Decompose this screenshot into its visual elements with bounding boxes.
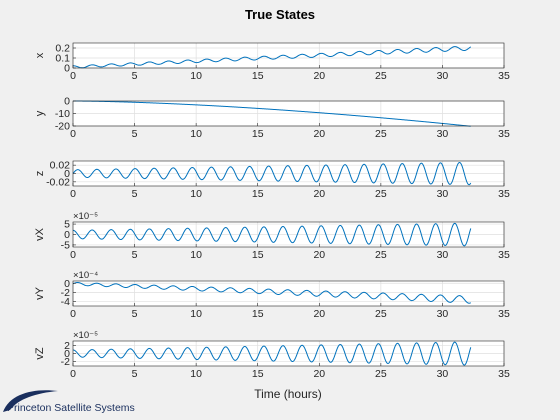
x-tick-label: 15: [252, 70, 264, 82]
x-tick-label: 30: [437, 70, 449, 82]
x-tick-label: 30: [437, 128, 449, 140]
y-axis-label: y: [34, 110, 46, 116]
x-tick-label: 30: [437, 308, 449, 320]
x-tick-label: 30: [437, 368, 449, 380]
figure-title: True States: [245, 7, 315, 22]
x-tick-label: 5: [132, 128, 138, 140]
x-tick-label: 25: [375, 70, 387, 82]
y-tick-label: -4: [61, 296, 70, 308]
y-tick-label: 0: [64, 96, 70, 108]
y-exponent-label: ×10⁻⁵: [73, 330, 98, 341]
y-tick-label: -0.02: [46, 176, 70, 188]
logo-text: Princeton Satellite Systems: [7, 402, 135, 414]
y-tick-label: 2: [64, 340, 70, 352]
y-axis-label: x: [34, 52, 46, 58]
x-tick-label: 0: [70, 368, 76, 380]
series-line-y: [73, 100, 471, 127]
x-tick-label: 35: [498, 249, 510, 261]
x-tick-label: 20: [313, 188, 325, 200]
subplot-y: 0 5 10 15 20 25 30 35 0-10-20 y: [34, 96, 510, 141]
x-tick-label: 15: [252, 368, 264, 380]
x-tick-label: 10: [190, 70, 202, 82]
x-tick-label: 35: [498, 308, 510, 320]
x-tick-label: 10: [190, 249, 202, 261]
series-line-vX: [72, 222, 472, 247]
y-axis-label: z: [34, 171, 46, 177]
y-tick-label: -2: [61, 287, 70, 299]
x-tick-label: 0: [70, 249, 76, 261]
y-tick-label: -2: [61, 356, 70, 368]
x-tick-label: 10: [190, 188, 202, 200]
x-tick-label: 15: [252, 188, 264, 200]
y-exponent-label: ×10⁻⁵: [73, 211, 98, 222]
y-tick-label: 5: [64, 219, 70, 231]
x-tick-label: 25: [375, 188, 387, 200]
series-line-z: [72, 161, 472, 186]
x-tick-label: 10: [190, 308, 202, 320]
y-axis-label: vX: [34, 227, 46, 241]
x-tick-label: 20: [313, 128, 325, 140]
x-tick-label: 15: [252, 249, 264, 261]
x-tick-label: 0: [70, 70, 76, 82]
x-tick-label: 10: [190, 368, 202, 380]
x-tick-label: 20: [313, 249, 325, 261]
axes-background: [73, 43, 504, 68]
y-tick-label: -5: [61, 239, 70, 251]
y-tick-label: 0: [64, 168, 70, 180]
y-axis-label: vZ: [34, 347, 46, 360]
y-tick-label: -20: [55, 121, 70, 133]
subplot-z: 0 5 10 15 20 25 30 350.020-0.02z: [34, 160, 510, 200]
x-tick-label: 0: [70, 188, 76, 200]
x-tick-label: 20: [313, 308, 325, 320]
psss-logo: Princeton Satellite Systems: [3, 390, 135, 414]
x-tick-label: 25: [375, 249, 387, 261]
x-tick-label: 30: [437, 188, 449, 200]
x-tick-label: 0: [70, 128, 76, 140]
x-tick-label: 35: [498, 188, 510, 200]
x-tick-label: 35: [498, 70, 510, 82]
series-line-vZ: [72, 341, 472, 366]
x-tick-label: 15: [252, 308, 264, 320]
logo-swoosh-icon: [3, 390, 58, 412]
x-tick-label: 5: [132, 249, 138, 261]
y-tick-label: 0.1: [55, 53, 70, 65]
x-tick-label: 5: [132, 368, 138, 380]
y-tick-label: 0.02: [50, 160, 71, 172]
y-tick-label: 0: [64, 229, 70, 241]
x-axis-label: Time (hours): [254, 387, 322, 401]
axes-box: [72, 280, 505, 307]
x-tick-label: 25: [375, 128, 387, 140]
x-tick-label: 35: [498, 128, 510, 140]
y-tick-label: -10: [55, 108, 70, 120]
x-tick-label: 0: [70, 308, 76, 320]
x-tick-label: 30: [437, 249, 449, 261]
x-tick-label: 5: [132, 188, 138, 200]
series-line-vY: [72, 282, 471, 304]
x-tick-label: 35: [498, 368, 510, 380]
x-tick-label: 10: [190, 128, 202, 140]
series-line-x: [72, 46, 472, 69]
axes-background: [73, 281, 504, 306]
x-tick-label: 25: [375, 308, 387, 320]
y-tick-label: 0: [64, 348, 70, 360]
y-axis-label: vY: [34, 286, 46, 300]
x-tick-label: 20: [313, 70, 325, 82]
subplot-x: 0 5 10 15 20 25 30 35 0.20.10 x: [34, 43, 510, 83]
x-tick-label: 5: [132, 308, 138, 320]
x-tick-label: 15: [252, 128, 264, 140]
axes-box: [72, 42, 505, 69]
x-tick-label: 5: [132, 70, 138, 82]
subplot-vY: 0 5 10 15 20 25 30 35 0-2-4 vY ×10⁻⁴: [34, 270, 510, 320]
y-tick-label: 0: [64, 63, 70, 75]
y-exponent-label: ×10⁻⁴: [73, 270, 98, 281]
y-tick-label: 0: [64, 278, 70, 290]
x-tick-label: 20: [313, 368, 325, 380]
x-tick-label: 25: [375, 368, 387, 380]
y-tick-label: 0.2: [55, 43, 70, 55]
